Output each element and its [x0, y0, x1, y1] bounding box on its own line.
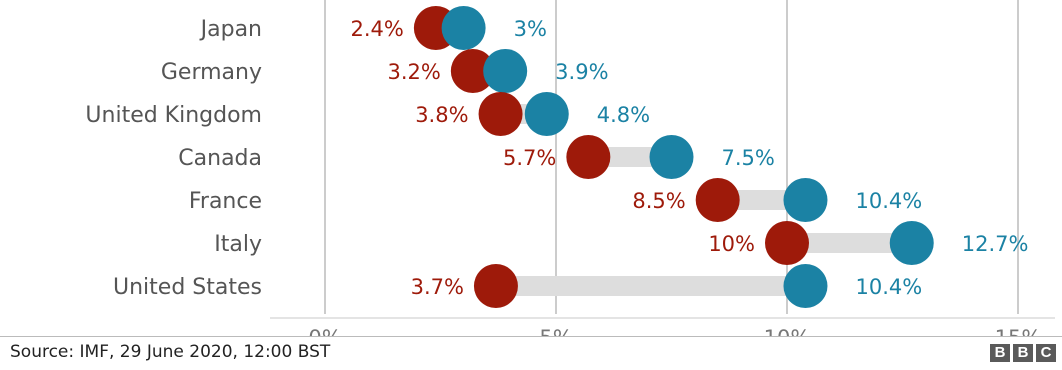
point-series-2: [649, 135, 694, 179]
value-label-series-1: 3.8%: [415, 103, 468, 127]
logo-letter: B: [990, 344, 1010, 362]
point-series-2: [441, 6, 486, 50]
footer-divider: [0, 336, 1062, 337]
point-series-1: [473, 264, 518, 308]
value-label-series-2: 3.9%: [555, 60, 608, 84]
point-series-2: [889, 221, 934, 265]
category-labels: Japan Germany United Kingdom Canada France It…: [85, 17, 262, 300]
connector-bar: [717, 190, 806, 210]
value-label-series-2: 3%: [514, 17, 547, 41]
point-series-1: [566, 135, 611, 179]
category-label: Canada: [178, 146, 262, 171]
x-tick-label: 10%: [764, 326, 811, 336]
x-tick-label: 15%: [995, 326, 1042, 336]
value-label-series-1: 10%: [708, 232, 755, 256]
x-axis-ticks: 0% 5% 10% 15%: [308, 326, 1041, 336]
point-series-2: [524, 92, 569, 136]
category-label: United Kingdom: [85, 103, 262, 128]
connector-bar: [787, 233, 912, 253]
point-series-1: [450, 49, 495, 93]
point-series-1: [695, 178, 740, 222]
x-tick-label: 0%: [308, 326, 341, 336]
value-label-series-1: 3.7%: [411, 275, 464, 299]
value-label-series-2: 7.5%: [722, 146, 775, 170]
point-series-1: [478, 92, 523, 136]
point-series-1: [765, 221, 809, 265]
point-series-2: [783, 178, 828, 222]
gridlines: [270, 0, 1055, 319]
value-label-series-1: 3.2%: [387, 60, 440, 84]
category-label: Germany: [161, 60, 262, 85]
connector-bar: [495, 276, 806, 296]
point-series-2: [783, 264, 828, 308]
footer: Source: IMF, 29 June 2020, 12:00 BST B B…: [0, 336, 1062, 370]
logo-letter: C: [1036, 344, 1056, 362]
value-label-series-2: 10.4%: [855, 275, 922, 299]
value-label-series-2: 10.4%: [855, 189, 922, 213]
data-points: [413, 6, 934, 308]
bbc-logo: B B C: [990, 344, 1056, 362]
category-label: Italy: [214, 232, 262, 257]
point-series-2: [483, 49, 528, 93]
value-label-series-1: 5.7%: [503, 146, 556, 170]
category-label: Japan: [199, 17, 262, 42]
logo-letter: B: [1013, 344, 1033, 362]
value-label-series-1: 8.5%: [632, 189, 685, 213]
value-label-series-2: 12.7%: [962, 232, 1029, 256]
x-tick-label: 5%: [539, 326, 572, 336]
category-label: France: [189, 189, 262, 214]
value-label-series-1: 2.4%: [351, 17, 404, 41]
source-note: Source: IMF, 29 June 2020, 12:00 BST: [10, 342, 331, 362]
dumbbell-chart: 2.4% 3% 3.2% 3.9% 3.8% 4.8% 5.7% 7.5% 8.5% 10.4% 1…: [85, 0, 1055, 336]
value-label-series-2: 4.8%: [597, 103, 650, 127]
data-labels: 2.4% 3% 3.2% 3.9% 3.8% 4.8% 5.7% 7.5% 8.5% 10.4% 1…: [351, 17, 1029, 299]
category-label: United States: [113, 275, 262, 300]
